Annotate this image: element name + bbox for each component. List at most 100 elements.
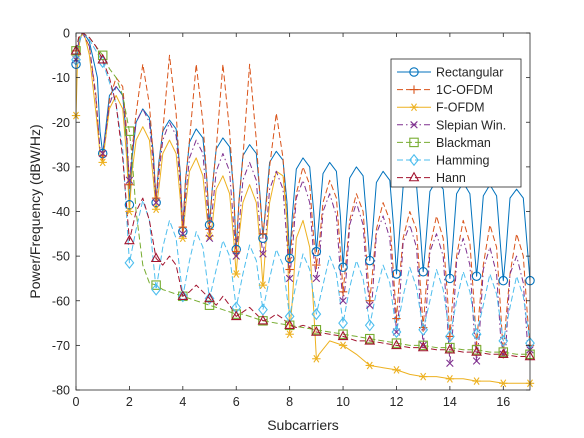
data-point <box>151 193 161 203</box>
data-point <box>365 296 374 305</box>
data-point <box>444 343 456 354</box>
data-point <box>445 374 455 383</box>
data-point <box>97 50 108 61</box>
data-point <box>151 283 162 296</box>
series-line-1 <box>76 33 530 355</box>
y-tick-label: -30 <box>52 160 70 174</box>
data-point <box>418 372 428 381</box>
legend-marker <box>409 153 419 167</box>
y-tick-label: 0 <box>63 27 70 41</box>
data-point <box>125 180 134 189</box>
x-tick-label: 6 <box>233 395 240 409</box>
data-point <box>312 354 321 363</box>
data-point <box>418 266 428 277</box>
legend-label: Rectangular <box>436 66 503 80</box>
data-point <box>284 253 295 264</box>
data-point <box>285 274 294 283</box>
legend-entry: Hann <box>397 171 466 185</box>
data-point <box>365 333 375 344</box>
y-tick-label: -60 <box>52 294 70 308</box>
legend-label: Slepian Win. <box>436 118 506 132</box>
data-point <box>498 334 509 348</box>
data-point <box>338 287 348 297</box>
series-line-6 <box>76 33 530 357</box>
data-point <box>231 301 242 314</box>
data-point <box>364 334 376 345</box>
data-point <box>445 273 455 284</box>
data-point <box>392 314 401 323</box>
data-point <box>417 341 429 352</box>
data-point <box>445 332 455 341</box>
data-point <box>177 290 188 303</box>
data-point <box>418 340 428 351</box>
x-tick-label: 12 <box>390 395 404 409</box>
data-point <box>259 250 267 258</box>
series-line-0 <box>76 33 530 282</box>
data-point <box>178 222 188 232</box>
data-point <box>204 300 215 310</box>
data-point <box>98 149 107 158</box>
data-point <box>97 53 109 64</box>
series-line-5 <box>76 33 530 344</box>
data-point <box>204 292 215 305</box>
legend-entry: 1C-OFDM <box>397 83 493 97</box>
data-point <box>365 255 375 266</box>
data-point <box>471 271 482 281</box>
legend-marker <box>409 137 419 148</box>
data-point <box>232 247 241 256</box>
data-point <box>311 325 322 335</box>
legend-label: Blackman <box>436 136 491 150</box>
data-point <box>232 270 241 278</box>
x-tick-label: 0 <box>73 395 80 409</box>
legend-label: F-OFDM <box>436 101 485 115</box>
y-tick-label: -50 <box>52 250 70 264</box>
legend-marker <box>409 103 419 112</box>
legend-entry: Hamming <box>397 154 490 168</box>
data-point <box>124 126 135 136</box>
y-tick-label: -80 <box>52 384 70 398</box>
data-point <box>124 200 135 210</box>
y-tick-label: -10 <box>52 71 70 85</box>
data-point <box>205 225 214 234</box>
data-point <box>418 323 429 336</box>
data-point <box>311 326 322 336</box>
data-point <box>152 198 160 207</box>
data-point <box>338 262 348 273</box>
data-point <box>285 265 294 274</box>
data-point <box>232 252 240 260</box>
x-tick-label: 10 <box>336 395 350 409</box>
series-line-3 <box>76 33 530 364</box>
legend-entry: Blackman <box>397 136 491 150</box>
data-point <box>338 329 348 339</box>
data-point <box>177 290 189 300</box>
legend-marker <box>408 171 420 182</box>
data-point <box>124 234 135 245</box>
x-tick-label: 14 <box>443 395 457 409</box>
data-point <box>445 342 455 353</box>
legend-marker <box>409 67 419 77</box>
data-point <box>285 330 294 339</box>
x-tick-label: 4 <box>179 395 186 409</box>
data-point <box>284 319 295 329</box>
data-point <box>391 325 402 339</box>
data-point <box>446 359 454 367</box>
data-point <box>498 347 509 357</box>
x-tick-label: 16 <box>496 395 510 409</box>
data-point <box>205 234 214 243</box>
data-point <box>151 205 161 214</box>
data-point <box>338 316 348 330</box>
data-point <box>98 158 107 167</box>
legend-entry: F-OFDM <box>397 101 485 115</box>
data-point <box>444 330 455 343</box>
y-tick-label: -40 <box>52 205 70 219</box>
data-point <box>497 348 509 359</box>
data-point <box>257 314 269 325</box>
legend: Rectangular 1C-OFDM F-OFDM Slepian Win. Blac… <box>390 58 522 188</box>
data-point <box>125 176 134 185</box>
x-tick-label: 2 <box>126 395 133 409</box>
data-point <box>258 281 268 290</box>
legend-marker <box>410 121 418 129</box>
data-point <box>366 301 374 309</box>
data-point <box>231 309 241 319</box>
